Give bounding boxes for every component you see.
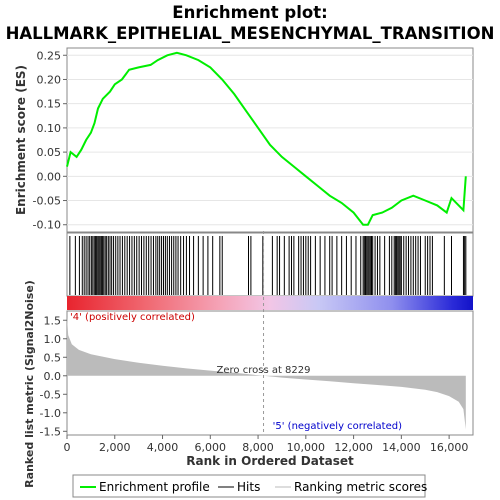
ranking-tick-label: 0.0: [44, 370, 62, 383]
chart-title-line1: Enrichment plot:: [172, 3, 327, 22]
x-tick-label: 14,000: [382, 441, 421, 454]
x-tick-label: 8,000: [242, 441, 274, 454]
x-tick-label: 4,000: [147, 441, 179, 454]
es-y-ticks: 0.25 0.20 0.15 0.10 0.05 0.00 -0.05 -0.10: [33, 49, 67, 232]
zero-cross-label: Zero cross at 8229: [217, 365, 311, 376]
negative-correlation-label: '5' (negatively correlated): [273, 421, 402, 432]
es-tick-label: 0.10: [37, 122, 62, 135]
x-tick-label: 10,000: [287, 441, 326, 454]
ranking-tick-label: 0.5: [44, 351, 62, 364]
ranking-tick-label: 1.5: [44, 314, 62, 327]
ranking-metric-area: [67, 316, 466, 430]
x-tick-label: 12,000: [334, 441, 373, 454]
ranking-tick-label: -1.5: [40, 425, 61, 438]
x-tick-label: 0: [64, 441, 71, 454]
es-tick-label: -0.05: [33, 195, 61, 208]
legend-enrichment-profile: Enrichment profile: [99, 480, 210, 494]
positive-correlation-label: '4' (positively correlated): [70, 312, 195, 323]
es-tick-label: 0.20: [37, 73, 62, 86]
ranking-color-bar: [67, 296, 473, 310]
ranking-tick-label: -0.5: [40, 388, 61, 401]
legend-box: [72, 474, 426, 498]
ranking-tick-label: 1.0: [44, 333, 62, 346]
x-tick-label: 2,000: [99, 441, 131, 454]
es-tick-label: -0.10: [33, 219, 61, 232]
x-tick-label: 6,000: [195, 441, 227, 454]
x-axis-ticks: 0 2,000 4,000 6,000 8,000 10,000 12,000 14,000 1…: [64, 435, 469, 454]
es-y-axis-label: Enrichment score (ES): [14, 65, 28, 215]
x-tick-label: 16,000: [430, 441, 469, 454]
es-panel-frame: [66, 47, 474, 233]
es-tick-label: 0.25: [37, 49, 62, 62]
ranking-y-ticks: 1.5 1.0 0.5 0.0 -0.5 -1.0 -1.5: [40, 314, 67, 438]
x-axis-label: Rank in Ordered Dataset: [186, 454, 354, 468]
legend-ranking-metric-scores: Ranking metric scores: [294, 480, 427, 494]
ranking-tick-label: -1.0: [40, 407, 61, 420]
hits-marks: [69, 236, 467, 295]
es-tick-label: 0.00: [37, 170, 62, 183]
es-tick-label: 0.05: [37, 146, 62, 159]
legend-hits: Hits: [237, 480, 260, 494]
es-tick-label: 0.15: [37, 98, 62, 111]
ranking-y-axis-label: Ranked list metric (Signal2Noise): [23, 280, 36, 488]
es-grid: [67, 54, 473, 226]
hits-panel-frame: [66, 232, 474, 297]
chart-title-line2: HALLMARK_EPITHELIAL_MESENCHYMAL_TRANSITI…: [6, 24, 495, 43]
enrichment-profile-line: [66, 51, 467, 226]
